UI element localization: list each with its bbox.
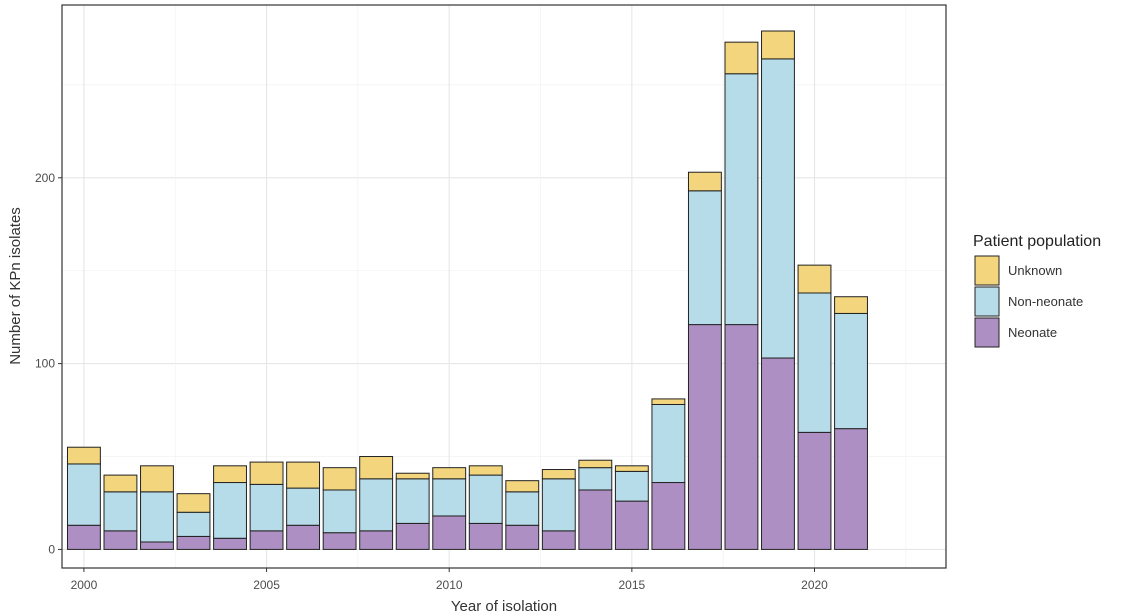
bar-segment-non-neonate-2005 [249, 483, 284, 532]
legend-swatch-neonate [974, 317, 1000, 348]
bar-segment-neonate-2002 [140, 541, 174, 550]
legend: Patient population Unknown Non-neonate Neo… [973, 233, 1101, 348]
bar-segment-neonate-2020 [797, 431, 832, 550]
bar-segment-unknown-2012 [505, 480, 540, 493]
bar-segment-neonate-2006 [286, 524, 321, 550]
bar-segment-non-neonate-2002 [140, 491, 174, 543]
bar-segment-unknown-2017 [687, 171, 722, 192]
bar-segment-neonate-2004 [213, 537, 247, 550]
bars [66, 30, 868, 550]
bar-segment-unknown-2013 [541, 469, 576, 480]
bar-segment-non-neonate-2001 [103, 491, 138, 532]
legend-label-unknown: Unknown [1008, 263, 1062, 278]
bar-segment-neonate-2012 [505, 524, 540, 550]
bar-segment-non-neonate-2014 [578, 467, 613, 491]
x-tick-label: 2020 [801, 578, 828, 592]
bar-segment-unknown-2007 [322, 467, 357, 491]
legend-label-neonate: Neonate [1008, 325, 1057, 340]
bar-segment-unknown-2021 [834, 296, 868, 314]
bar-segment-unknown-2001 [103, 474, 138, 493]
bar-segment-unknown-2008 [359, 456, 394, 480]
bar-segment-unknown-2018 [724, 41, 759, 75]
bar-segment-neonate-2019 [761, 357, 795, 550]
bar-segment-unknown-2020 [797, 264, 832, 294]
bar-segment-neonate-2016 [651, 482, 686, 550]
bar-segment-neonate-2014 [578, 489, 613, 550]
bar-segment-neonate-2013 [541, 530, 576, 550]
bar-segment-neonate-2015 [614, 500, 649, 550]
y-tick-label: 200 [35, 171, 55, 185]
bar-segment-unknown-2000 [66, 446, 101, 465]
bar-segment-unknown-2019 [761, 30, 795, 60]
y-tick-label: 100 [35, 357, 55, 371]
bar-segment-unknown-2002 [140, 465, 174, 493]
bar-segment-non-neonate-2011 [468, 474, 503, 524]
bar-segment-non-neonate-2003 [176, 511, 211, 537]
x-tick-label: 2000 [71, 578, 98, 592]
bar-segment-neonate-2010 [432, 515, 467, 550]
bar-segment-unknown-2004 [213, 465, 247, 484]
bar-segment-neonate-2008 [359, 530, 394, 550]
plot-panel-border [61, 4, 947, 569]
bar-segment-unknown-2005 [249, 461, 284, 485]
bar-segment-neonate-2007 [322, 532, 357, 550]
axes: 0 100 200 2000 2005 2010 2015 2020 [35, 171, 828, 592]
bar-segment-non-neonate-2012 [505, 491, 540, 526]
bar-segment-neonate-2009 [395, 522, 430, 550]
y-tick-label: 0 [48, 542, 55, 556]
bar-segment-non-neonate-2019 [761, 58, 795, 359]
bar-segment-neonate-2005 [249, 530, 284, 550]
bar-segment-unknown-2006 [286, 461, 321, 489]
bar-segment-neonate-2018 [724, 324, 759, 550]
legend-title: Patient population [973, 233, 1101, 250]
bar-segment-non-neonate-2007 [322, 489, 357, 534]
bar-segment-non-neonate-2006 [286, 487, 321, 526]
bar-segment-neonate-2011 [468, 522, 503, 550]
bar-segment-non-neonate-2013 [541, 478, 576, 532]
bar-segment-non-neonate-2010 [432, 478, 467, 517]
legend-swatch-non-neonate [974, 286, 1000, 317]
bar-segment-neonate-2021 [834, 428, 868, 550]
bar-segment-unknown-2016 [651, 398, 686, 405]
bar-segment-non-neonate-2021 [834, 312, 868, 430]
bar-segment-non-neonate-2020 [797, 292, 832, 433]
bar-segment-unknown-2010 [432, 467, 467, 480]
bar-segment-non-neonate-2018 [724, 73, 759, 326]
legend-label-non-neonate: Non-neonate [1008, 294, 1083, 309]
x-tick-label: 2010 [436, 578, 463, 592]
y-axis-title: Number of KPn isolates [7, 207, 24, 365]
bar-segment-unknown-2003 [176, 493, 211, 513]
bar-segment-unknown-2009 [395, 472, 430, 480]
bar-segment-non-neonate-2017 [687, 190, 722, 326]
bar-segment-neonate-2000 [66, 524, 101, 550]
x-tick-label: 2005 [253, 578, 280, 592]
bar-segment-non-neonate-2016 [651, 403, 686, 484]
bar-segment-non-neonate-2000 [66, 463, 101, 526]
legend-swatch-unknown [974, 255, 1000, 286]
x-tick-label: 2015 [618, 578, 645, 592]
bar-segment-unknown-2015 [614, 465, 649, 472]
bar-segment-non-neonate-2015 [614, 470, 649, 502]
bar-segment-neonate-2003 [176, 535, 211, 550]
bar-segment-non-neonate-2004 [213, 482, 247, 539]
bar-segment-non-neonate-2009 [395, 478, 430, 524]
bar-segment-unknown-2011 [468, 465, 503, 476]
bar-segment-unknown-2014 [578, 459, 613, 469]
bar-segment-neonate-2017 [687, 324, 722, 550]
bar-segment-non-neonate-2008 [359, 478, 394, 532]
bar-segment-neonate-2001 [103, 530, 138, 550]
x-axis-title: Year of isolation [451, 598, 557, 615]
